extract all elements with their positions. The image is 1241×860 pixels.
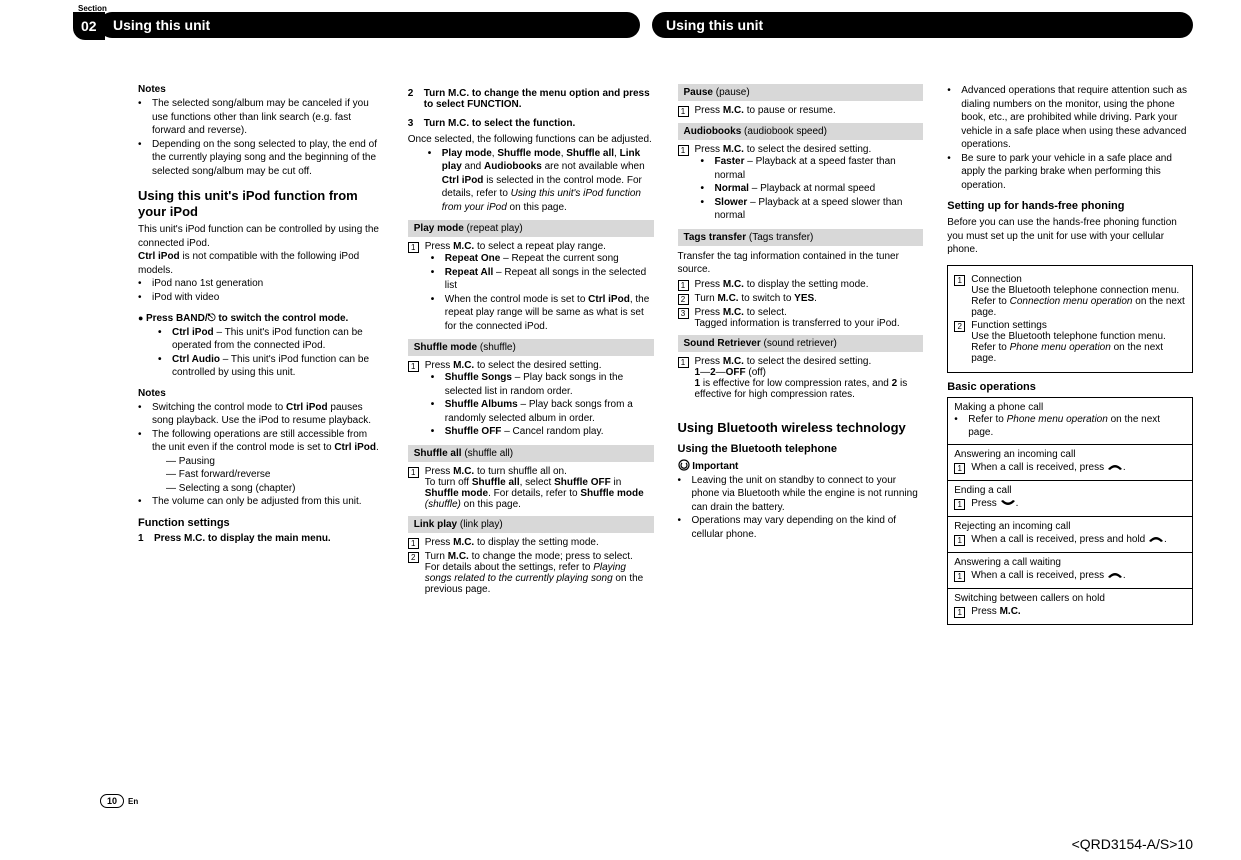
step-body: Press M.C. to pause or resume. — [695, 105, 924, 117]
step-body: Press M.C. to turn shuffle all on. To tu… — [425, 466, 654, 510]
mode-bar-audiobooks: Audiobooks (audiobook speed) — [678, 123, 924, 140]
setup-box: 1 Connection Use the Bluetooth telephone… — [947, 265, 1193, 373]
phone-icon — [1107, 463, 1123, 471]
note-item: Switching the control mode to Ctrl iPod … — [152, 401, 384, 428]
basic-ops-table: Making a phone call Refer to Phone menu … — [947, 397, 1193, 625]
note-item: The volume can only be adjusted from thi… — [152, 495, 384, 509]
column-4: Advanced operations that require attenti… — [947, 84, 1193, 625]
note-item: The selected song/album may be canceled … — [152, 97, 384, 138]
content-columns: Notes The selected song/album may be can… — [138, 84, 1193, 625]
list-item: iPod with video — [152, 291, 384, 305]
header-right: Using this unit — [652, 12, 1193, 38]
header-bar: Using this unit Using this unit — [99, 12, 1193, 38]
step-body: Press M.C. to display the setting mode. — [695, 279, 924, 291]
mode-bar-shuffle-all: Shuffle all (shuffle all) — [408, 445, 654, 462]
paragraph: This unit's iPod function can be control… — [138, 223, 384, 250]
column-2: 2Turn M.C. to change the menu option and… — [408, 84, 654, 625]
heading-ipod-function: Using this unit's iPod function from you… — [138, 188, 384, 219]
step-body: Press M.C. to select the desired setting… — [695, 144, 924, 223]
step: Turn M.C. to change the menu option and … — [424, 88, 654, 110]
mode-bar-play: Play mode (repeat play) — [408, 220, 654, 237]
phone-icon — [1107, 571, 1123, 579]
table-row: Making a phone call Refer to Phone menu … — [948, 398, 1192, 445]
step: Turn M.C. to select the function. — [424, 118, 654, 129]
heading-bluetooth: Using Bluetooth wireless technology — [678, 420, 924, 436]
note-item: The following operations are still acces… — [152, 428, 384, 496]
dash-item: Selecting a song (chapter) — [166, 482, 384, 496]
important-item: Operations may vary depending on the kin… — [692, 514, 924, 541]
mode-bar-tags: Tags transfer (Tags transfer) — [678, 229, 924, 246]
heading-basic-ops: Basic operations — [947, 381, 1193, 393]
step-body: Press M.C. to select a repeat play range… — [425, 241, 654, 333]
phone-icon — [1148, 535, 1164, 543]
list-item: Advanced operations that require attenti… — [961, 84, 1193, 152]
dash-item: Pausing — [166, 455, 384, 469]
dash-item: Fast forward/reverse — [166, 468, 384, 482]
paragraph: Transfer the tag information contained i… — [678, 250, 924, 277]
heading-function-settings: Function settings — [138, 517, 384, 529]
header-left: Using this unit — [99, 12, 640, 38]
column-1: Notes The selected song/album may be can… — [138, 84, 384, 625]
column-3: Pause (pause) 1Press M.C. to pause or re… — [678, 84, 924, 625]
list-item: Play mode, Shuffle mode, Shuffle all, Li… — [442, 147, 654, 215]
step-body: Turn M.C. to change the mode; press to s… — [425, 551, 654, 595]
paragraph: Ctrl iPod is not compatible with the fol… — [138, 250, 384, 277]
step-body: Turn M.C. to switch to YES. — [695, 293, 924, 305]
table-row: Ending a call 1Press . — [948, 481, 1192, 517]
step-body: Press M.C. to display the setting mode. — [425, 537, 654, 549]
list-item: iPod nano 1st generation — [152, 277, 384, 291]
table-row: Rejecting an incoming call 1When a call … — [948, 517, 1192, 553]
step-body: Press M.C. to select the desired setting… — [425, 360, 654, 439]
box-item: Function settings Use the Bluetooth tele… — [971, 320, 1186, 364]
paragraph: Once selected, the following functions c… — [408, 133, 654, 147]
box-item: Connection Use the Bluetooth telephone c… — [971, 274, 1186, 318]
important-item: Leaving the unit on standby to connect t… — [692, 474, 924, 515]
table-row: Answering an incoming call 1When a call … — [948, 445, 1192, 481]
mode-bar-sound-retriever: Sound Retriever (sound retriever) — [678, 335, 924, 352]
notes-heading: Notes — [138, 388, 384, 399]
phone-icon — [1000, 499, 1016, 507]
step-body: Press M.C. to select the desired setting… — [695, 356, 924, 400]
paragraph: Before you can use the hands-free phonin… — [947, 216, 1193, 257]
page-number: 10 En — [100, 794, 138, 808]
heading-handsfree-setup: Setting up for hands-free phoning — [947, 200, 1193, 212]
important-icon — [678, 459, 690, 471]
table-row: Answering a call waiting 1When a call is… — [948, 553, 1192, 589]
mode-bar-pause: Pause (pause) — [678, 84, 924, 101]
step-body: Press M.C. to select.Tagged information … — [695, 307, 924, 329]
mode-bar-link-play: Link play (link play) — [408, 516, 654, 533]
instruction: Press BAND/⎋ to switch the control mode. — [138, 312, 384, 326]
notes-heading: Notes — [138, 84, 384, 95]
note-item: Depending on the song selected to play, … — [152, 138, 384, 179]
list-item: Ctrl Audio – This unit's iPod function c… — [172, 353, 384, 380]
mode-bar-shuffle: Shuffle mode (shuffle) — [408, 339, 654, 356]
important-label: Important — [678, 459, 924, 474]
table-row: Switching between callers on hold 1Press… — [948, 589, 1192, 624]
list-item: Be sure to park your vehicle in a safe p… — [961, 152, 1193, 193]
list-item: Ctrl iPod – This unit's iPod function ca… — [172, 326, 384, 353]
heading-bt-telephone: Using the Bluetooth telephone — [678, 443, 924, 455]
footer-code: <QRD3154-A/S>10 — [1072, 836, 1193, 852]
step: Press M.C. to display the main menu. — [154, 533, 384, 544]
